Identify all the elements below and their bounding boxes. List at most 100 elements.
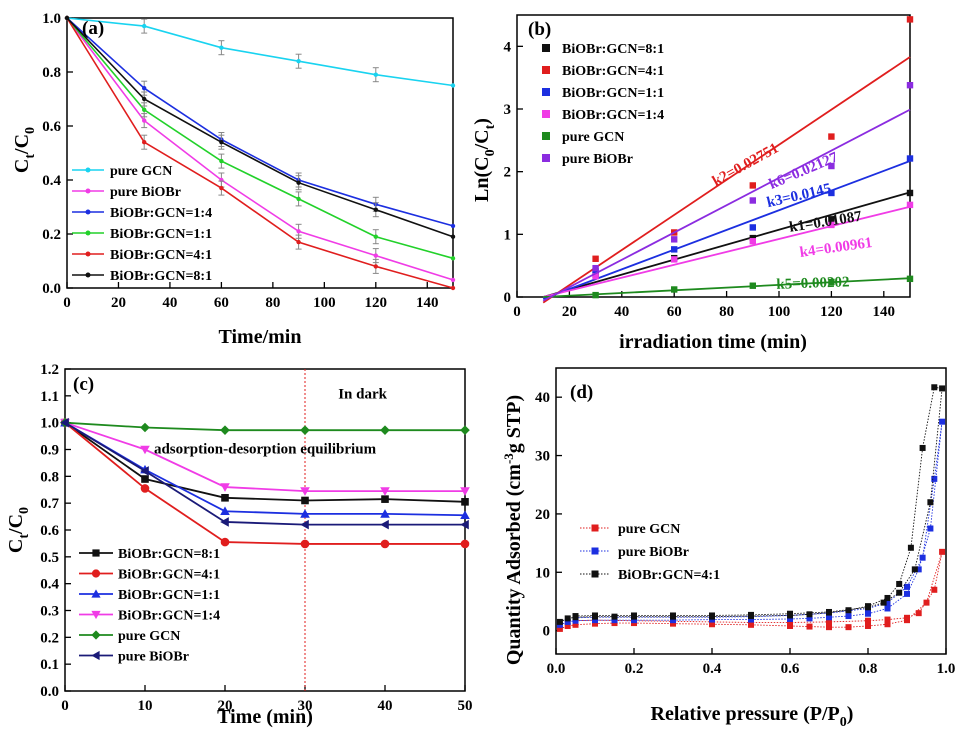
legend-entry: BiOBr:GCN=8:1	[562, 42, 664, 57]
data-point	[828, 189, 835, 197]
y-tick-label: 0.6	[42, 119, 61, 135]
x-tick-label: 0.4	[703, 661, 722, 677]
panel-d-label: (d)	[570, 382, 593, 403]
panel-d-ticks: 0.0 0.2 0.4 0.6 0.8 1.0 0 10 20 30 40	[535, 390, 955, 677]
legend-marker	[542, 44, 550, 52]
series-line	[66, 17, 454, 281]
data-point	[296, 229, 301, 234]
y-tick-label: 20	[535, 507, 550, 523]
panel-b-xlabel: irradiation time (min)	[619, 331, 807, 353]
data-point	[826, 614, 832, 621]
data-point	[220, 425, 230, 435]
data-point	[896, 589, 903, 596]
data-point	[300, 519, 309, 530]
fit-line	[543, 277, 911, 298]
x-tick-label: 140	[873, 304, 896, 320]
panel-b-label: (b)	[528, 19, 551, 40]
isotherm-line	[559, 421, 943, 626]
x-tick-label: 100	[768, 304, 791, 320]
data-point	[220, 506, 230, 516]
legend-entry: BiOBr:GCN=4:1	[618, 568, 720, 583]
panel-b-ticks: 0 20 40 60 80 100 120 140 0 1 2 3 4	[504, 39, 896, 320]
data-point	[906, 155, 914, 162]
y-tick-label: 0.0	[40, 684, 59, 700]
data-point	[915, 566, 922, 573]
data-point	[220, 483, 230, 492]
fit-line	[542, 108, 911, 302]
legend-entry: BiOBr:GCN=8:1	[118, 547, 220, 562]
x-tick-label: 40	[378, 698, 393, 714]
data-point	[787, 615, 793, 622]
x-tick-label: 50	[458, 698, 473, 714]
y-tick-label: 1.0	[42, 11, 61, 27]
data-point	[219, 140, 224, 145]
legend-marker	[542, 66, 550, 74]
data-point	[865, 622, 871, 629]
data-point	[460, 539, 470, 549]
legend-entry: pure BiOBr	[618, 545, 689, 560]
y-tick-label: 10	[535, 565, 550, 581]
data-point	[380, 539, 390, 549]
data-point	[296, 180, 301, 185]
panel-b-ylabel: Ln(C0/Ct)	[471, 118, 498, 202]
data-point	[141, 475, 149, 483]
y-tick-label: 0.7	[40, 496, 59, 512]
panel-d-legend: pure GCN pure BiOBr BiOBr:GCN=4:1	[580, 522, 720, 583]
data-point	[919, 554, 926, 561]
y-tick-label: 0.4	[42, 173, 61, 189]
panel-d-series	[556, 384, 946, 632]
series-line	[66, 17, 454, 87]
y-tick-label: 1.2	[40, 362, 59, 378]
panel-a: 0 20 40 60 80 100 120 140 0.0 0.2 0.4 0.6 0.8 1.0 pur…	[11, 11, 456, 348]
series-line	[64, 421, 465, 526]
x-tick-label: 0	[513, 304, 521, 320]
data-point	[140, 445, 150, 455]
data-point	[845, 607, 852, 614]
legend-marker	[85, 188, 91, 194]
x-tick-label: 60	[667, 304, 682, 320]
x-tick-label: 0	[61, 698, 69, 714]
legend-entry: BiOBr:GCN=1:1	[562, 86, 664, 101]
data-point	[884, 599, 891, 606]
x-tick-label: 80	[265, 295, 280, 311]
x-tick-label: 0.6	[781, 661, 800, 677]
data-point	[671, 286, 678, 293]
data-point	[865, 617, 871, 624]
y-tick-label: 30	[535, 449, 550, 465]
y-tick-label: 0.9	[40, 443, 59, 459]
data-point	[373, 72, 378, 77]
data-point	[939, 418, 946, 425]
data-point	[749, 224, 756, 231]
data-point	[460, 510, 470, 520]
legend-entry: BiOBr:GCN=1:4	[562, 108, 664, 123]
data-point	[787, 619, 793, 626]
data-point	[91, 569, 101, 578]
panel-a-label: (a)	[82, 18, 104, 39]
data-point	[787, 622, 793, 629]
series-line	[66, 17, 454, 227]
y-tick-label: 0	[543, 624, 551, 640]
panel-d-ylabel: Quantity Adsorbed (cm-3g STP)	[501, 395, 525, 665]
data-point	[373, 264, 378, 269]
x-tick-label: 100	[313, 295, 336, 311]
data-point	[787, 610, 793, 617]
data-point	[64, 15, 70, 21]
rate-constant-label: k5=0.00202	[776, 274, 850, 293]
data-point	[826, 608, 832, 615]
data-point	[906, 201, 914, 209]
x-tick-label: 0.0	[547, 661, 566, 677]
data-point	[91, 589, 101, 598]
data-point	[460, 425, 470, 435]
x-tick-label: 0.2	[625, 661, 644, 677]
data-point	[931, 586, 938, 593]
data-point	[140, 422, 150, 433]
data-point	[296, 59, 301, 64]
panel-a-xlabel: Time/min	[219, 326, 302, 348]
panel-c-annotations: In dark adsorption-desorption equilibrium	[154, 387, 388, 458]
legend-entry: BiOBr:GCN=4:1	[562, 64, 664, 79]
data-point	[911, 566, 918, 573]
data-point	[906, 275, 914, 283]
panel-c-label: (c)	[73, 374, 94, 395]
x-tick-label: 1.0	[937, 661, 956, 677]
data-point	[380, 519, 389, 530]
